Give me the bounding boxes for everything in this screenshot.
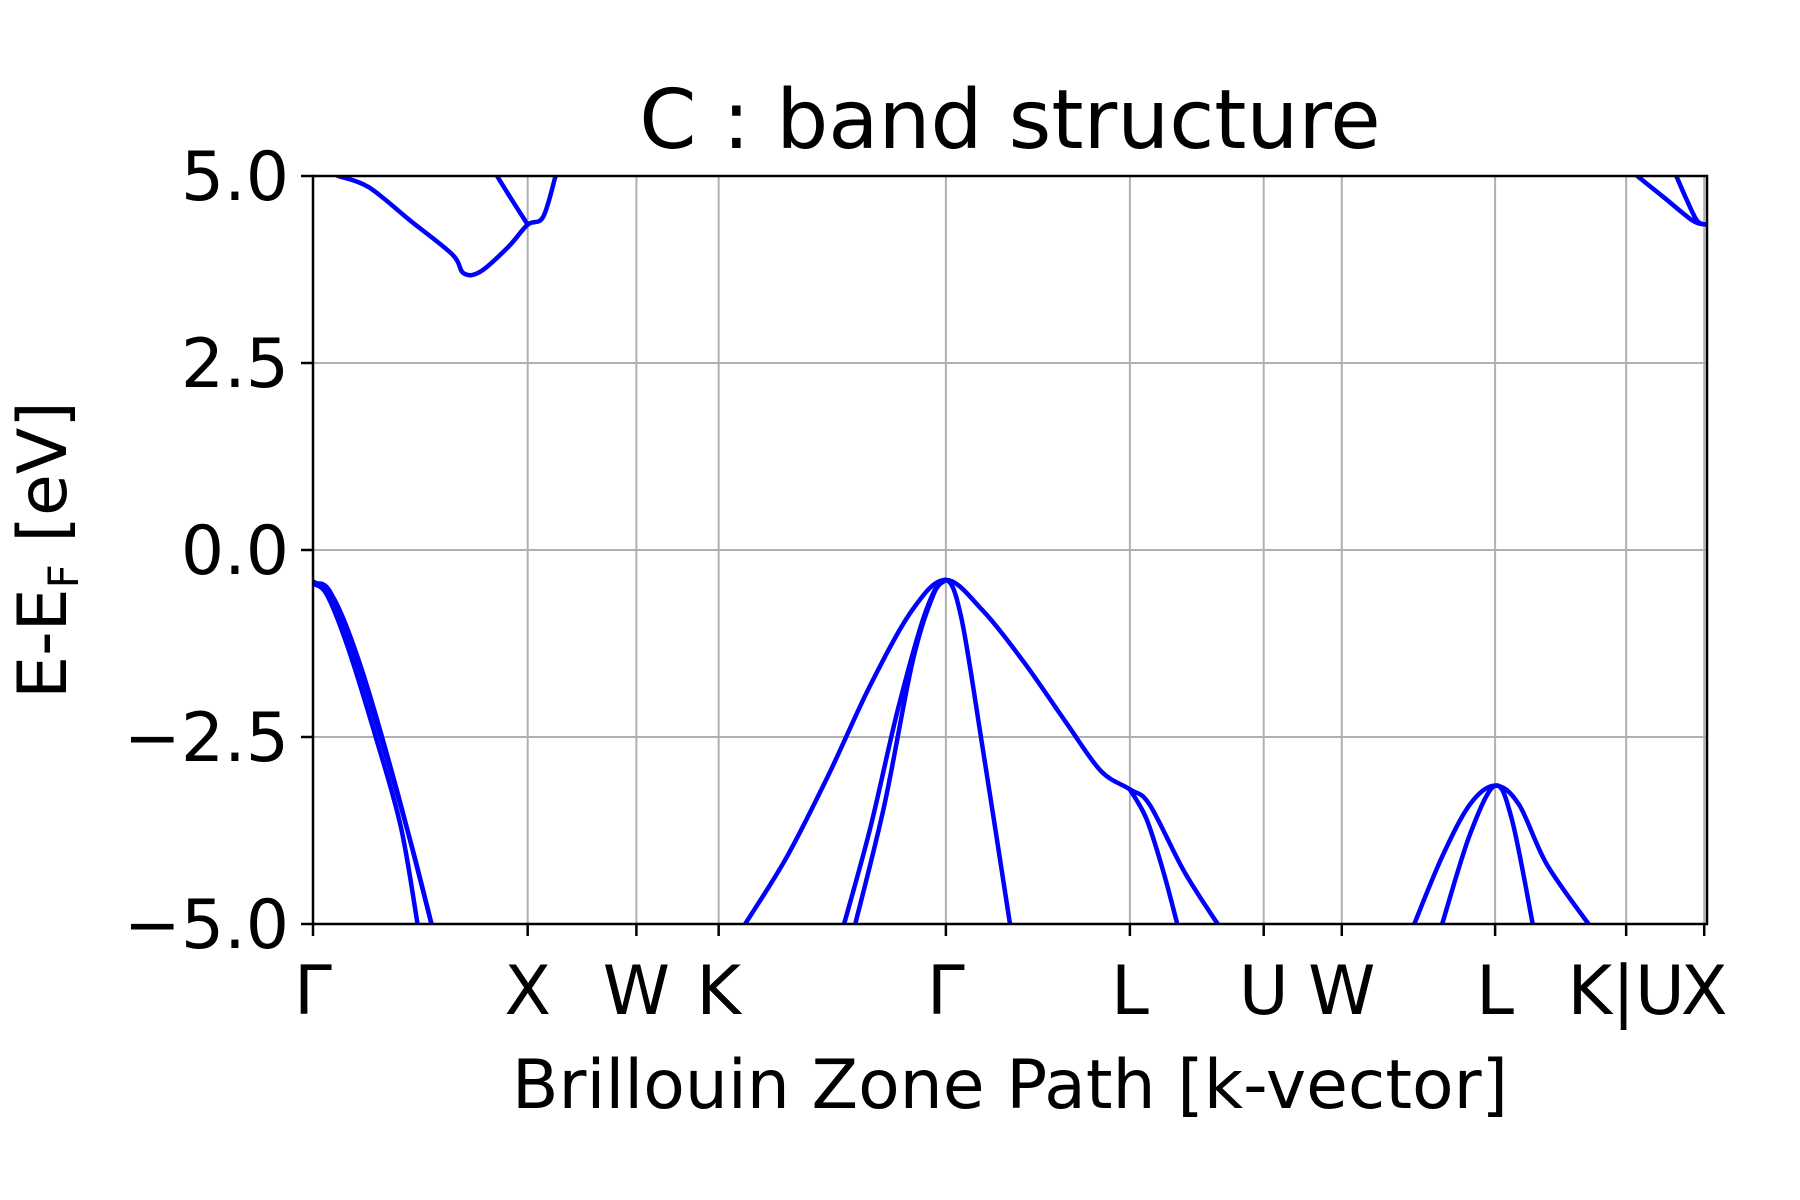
grid-layer <box>312 175 1707 925</box>
y-axis-label-subscript: F <box>39 564 88 588</box>
band-line-10 <box>1439 783 1535 924</box>
band-line-7 <box>853 577 949 924</box>
x-tick-label: X <box>1681 952 1728 1031</box>
band-line-12 <box>1674 176 1707 227</box>
x-tick-label: U <box>1239 952 1289 1031</box>
y-axis-label-main: E-E <box>4 588 83 698</box>
y-tick-label: 0.0 <box>181 512 289 591</box>
y-axis-label-suffix: [eV] <box>4 401 83 564</box>
y-tick-label: −5.0 <box>124 886 289 965</box>
band-line-5 <box>742 577 1220 924</box>
band-line-2 <box>313 579 434 924</box>
x-axis-label: Brillouin Zone Path [k-vector] <box>512 1046 1508 1125</box>
band-line-9 <box>1412 783 1591 924</box>
x-tick-label: W <box>1308 952 1375 1031</box>
y-tick-label: 5.0 <box>181 138 289 217</box>
ticks-layer: −5.0−2.50.02.55.0Γ X W K Γ L U W L K|UX <box>124 138 1728 1031</box>
band-line-4 <box>494 176 530 227</box>
x-tick-label: L <box>1476 952 1514 1031</box>
chart-title: C : band structure <box>639 73 1381 168</box>
y-tick-label: −2.5 <box>124 699 289 778</box>
y-axis-label: E-EF [eV] <box>4 401 88 699</box>
band-line-0 <box>313 581 420 924</box>
bands-layer <box>313 176 1707 924</box>
band-line-3 <box>335 176 558 278</box>
band-line-1 <box>313 581 434 924</box>
x-tick-label: K|U <box>1568 952 1685 1031</box>
x-tick-label: X <box>504 952 551 1031</box>
y-tick-label: 2.5 <box>181 325 289 404</box>
x-tick-label: Γ <box>294 952 332 1031</box>
x-tick-label: K <box>696 952 743 1031</box>
x-tick-label: W <box>603 952 670 1031</box>
band-line-8 <box>1127 787 1180 924</box>
x-tick-label: Γ <box>927 952 965 1031</box>
x-tick-label: L <box>1111 952 1149 1031</box>
